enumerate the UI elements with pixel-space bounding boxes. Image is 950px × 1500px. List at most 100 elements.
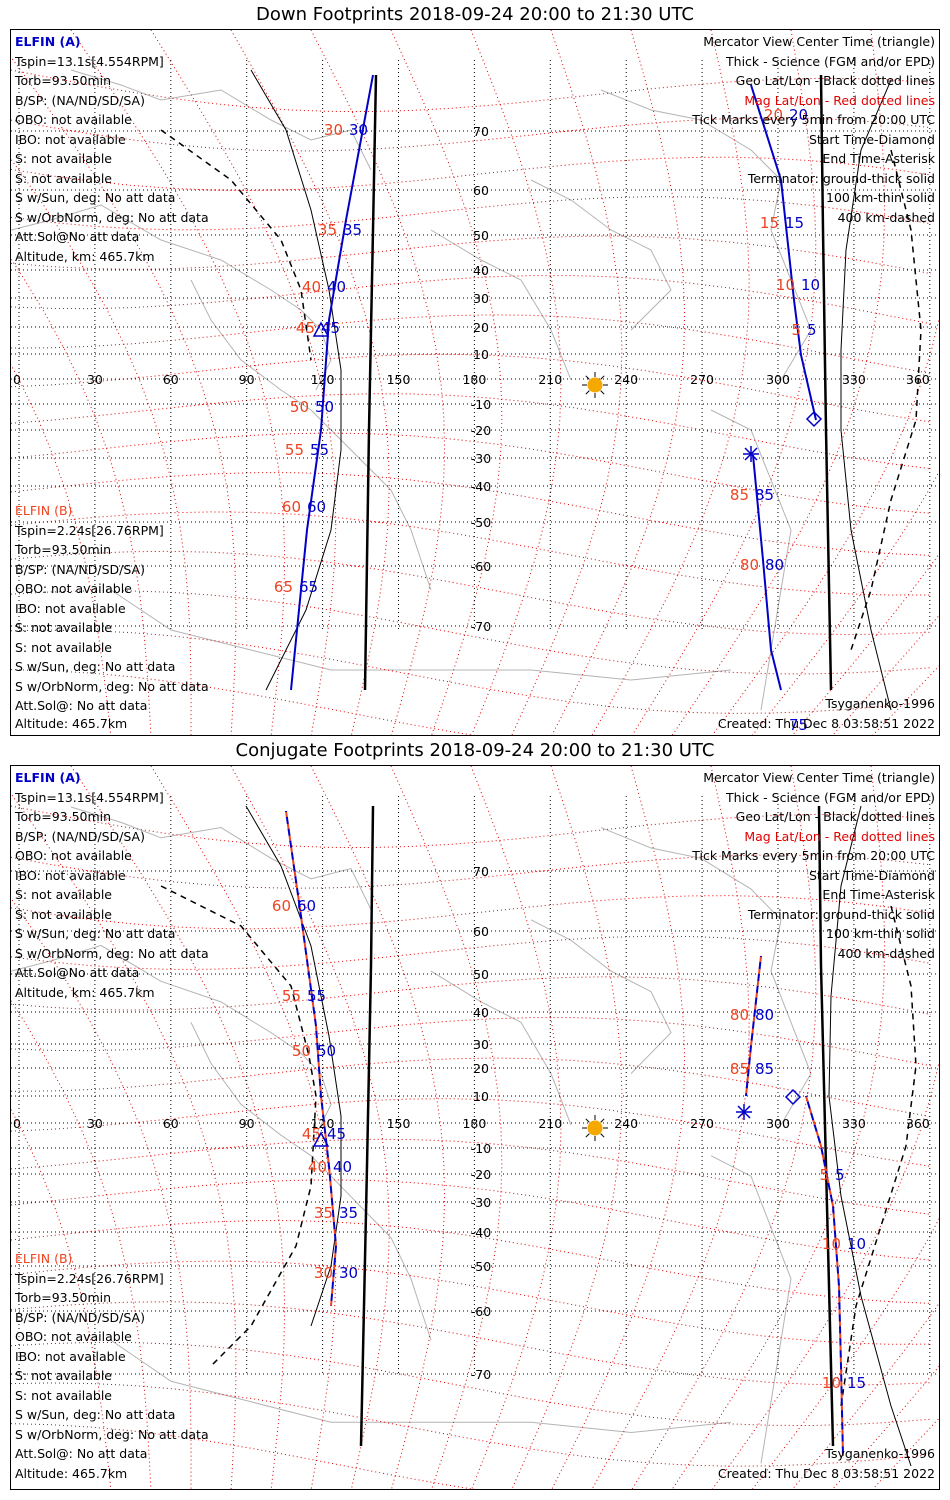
info-line: IBO: not available	[15, 131, 126, 147]
terminator-ground-line	[359, 805, 375, 1447]
terminator-400km-line	[850, 149, 922, 651]
elfin-b-tick-label: 60	[272, 897, 291, 915]
mag-latitude-line	[11, 1138, 932, 1215]
elfin-a-tick-label: 55	[310, 441, 329, 459]
latitude-tick-label: -40	[471, 1225, 491, 1240]
info-line: Att.Sol@No att data	[15, 229, 140, 244]
mag-longitude-line	[390, 30, 503, 735]
elfin-b-tick-label: 35	[314, 1204, 333, 1222]
elfin-b-tick-label: 5	[819, 1166, 829, 1184]
info-line: S: not available	[15, 620, 112, 635]
elfin-b-label: ELFIN (B)	[15, 503, 73, 518]
longitude-tick-label: 90	[239, 1116, 255, 1131]
coastline	[190, 1022, 432, 1341]
mag-longitude-line	[11, 999, 152, 1489]
latitude-tick-label: 60	[473, 924, 489, 939]
legend-line: End Time-Asterisk	[822, 151, 935, 166]
coastline	[430, 229, 572, 381]
elfin-b-tick-label: 40	[302, 278, 321, 296]
longitude-tick-label: 0	[13, 1116, 21, 1131]
elfin-b-tick-label: 60	[282, 498, 301, 516]
longitude-tick-label: 240	[614, 372, 638, 387]
info-line: S w/Sun, deg: No att data	[15, 1407, 176, 1422]
longitude-tick-label: 360	[906, 1116, 930, 1131]
legend-line: 100 km-thin solid	[826, 926, 935, 941]
model-name: Tsyganenko-1996	[825, 1446, 935, 1461]
elfin-b-tick-label: 15	[760, 214, 779, 232]
elfin-a-tick-label: 20	[789, 106, 808, 124]
end-time-asterisk-icon	[743, 446, 759, 462]
longitude-tick-label: 90	[239, 372, 255, 387]
terminator-100km-line	[828, 805, 912, 1467]
elfin-b-tick-label: 65	[274, 578, 293, 596]
start-time-diamond-icon	[805, 410, 823, 428]
info-line: OBO: not available	[15, 112, 132, 127]
info-line: B/SP: (NA/ND/SD/SA)	[15, 828, 145, 844]
mag-longitude-line	[470, 766, 562, 1489]
longitude-tick-label: 270	[690, 372, 714, 387]
coastline	[530, 179, 672, 331]
elfin-a-track	[805, 1095, 844, 1457]
info-line: S: not available	[15, 151, 112, 166]
info-line: Tspin=13.1s[4.554RPM]	[15, 53, 164, 69]
elfin-a-tick-label: 5	[835, 1166, 845, 1184]
legend-line: Thick - Science (FGM and/or EPD)	[726, 789, 935, 805]
elfin-b-tick-label: 80	[740, 556, 759, 574]
info-line: Att.Sol@: No att data	[15, 1446, 148, 1461]
longitude-tick-label: 30	[87, 372, 103, 387]
info-line: Altitude, km: 465.7km	[15, 984, 155, 1000]
elfin-a-tick-label: 85	[755, 1060, 774, 1078]
info-line: B/SP: (NA/ND/SD/SA)	[15, 92, 145, 108]
coastline	[530, 919, 672, 1074]
info-line: Tspin=13.1s[4.554RPM]	[15, 789, 164, 805]
mag-latitude-line	[11, 235, 932, 275]
legend-line: Tick Marks every 5min from 20:00 UTC	[692, 848, 935, 863]
elfin-a-tick-label: 40	[327, 278, 346, 296]
legend-line: Start Time-Diamond	[808, 131, 935, 147]
elfin-a-tick-label: 80	[765, 556, 784, 574]
info-line: Torb=93.50min	[15, 542, 112, 557]
terminator-ground-line	[817, 805, 835, 1447]
elfin-a-tick-label: 15	[785, 214, 804, 232]
mag-latitude-line	[11, 432, 932, 514]
elfin-b-tick-label: 10	[822, 1235, 841, 1253]
mag-latitude-line	[11, 1098, 932, 1167]
longitude-tick-label: 120	[311, 372, 335, 387]
elfin-b-tick-label: 55	[285, 441, 304, 459]
legend-line: Terminator: ground-thick solid	[747, 170, 935, 186]
elfin-b-tick-label: 35	[318, 221, 337, 239]
latitude-tick-label: 10	[473, 1089, 489, 1104]
elfin-b-tick-label: 55	[282, 987, 301, 1005]
info-line: Att.Sol@: No att data	[15, 698, 148, 713]
elfin-b-tick-label: 20	[764, 106, 783, 124]
elfin-a-tick-label: 60	[307, 498, 326, 516]
elfin-a-tick-label: 50	[317, 1042, 336, 1060]
elfin-a-tick-label: 45	[327, 1125, 346, 1143]
legend-line: Thick - Science (FGM and/or EPD)	[726, 53, 935, 69]
info-line: S: not available	[15, 639, 112, 655]
coastline	[110, 589, 732, 681]
map-panel-conjugate: 0 30 60 90 120 150 180 210 240 270 300 330 360 70 60 50…	[10, 765, 940, 1490]
elfin-a-tick-label: 30	[349, 121, 368, 139]
model-name: Tsyganenko-1996	[825, 696, 935, 711]
sun-icon	[582, 372, 608, 398]
mag-longitude-line	[671, 766, 886, 1489]
info-line: Tspin=2.24s[26.76RPM]	[15, 522, 164, 538]
longitude-tick-label: 180	[462, 372, 486, 387]
longitude-tick-label: 270	[690, 1116, 714, 1131]
elfin-b-tick-label: 30	[324, 121, 343, 139]
info-line: S: not available	[15, 906, 112, 922]
latitude-tick-label: 20	[473, 320, 489, 335]
map-canvas: 0 30 60 90 120 150 180 210 240 270 300 330 360706050…	[11, 30, 939, 735]
elfin-a-tick-label: 10	[847, 1235, 866, 1253]
legend-line: 400 km-dashed	[837, 209, 935, 225]
panel-title-conjugate: Conjugate Footprints 2018-09-24 20:00 to…	[235, 740, 715, 761]
legend-line: Terminator: ground-thick solid	[747, 906, 935, 922]
mag-longitude-line	[671, 30, 886, 735]
info-line: IBO: not available	[15, 1348, 126, 1364]
longitude-tick-label: 210	[538, 1116, 562, 1131]
info-line: Torb=93.50min	[15, 809, 112, 824]
elfin-a-tick-label: 30	[339, 1264, 358, 1282]
terminator-400km-line	[840, 905, 917, 1407]
latitude-tick-label: -20	[471, 423, 491, 438]
